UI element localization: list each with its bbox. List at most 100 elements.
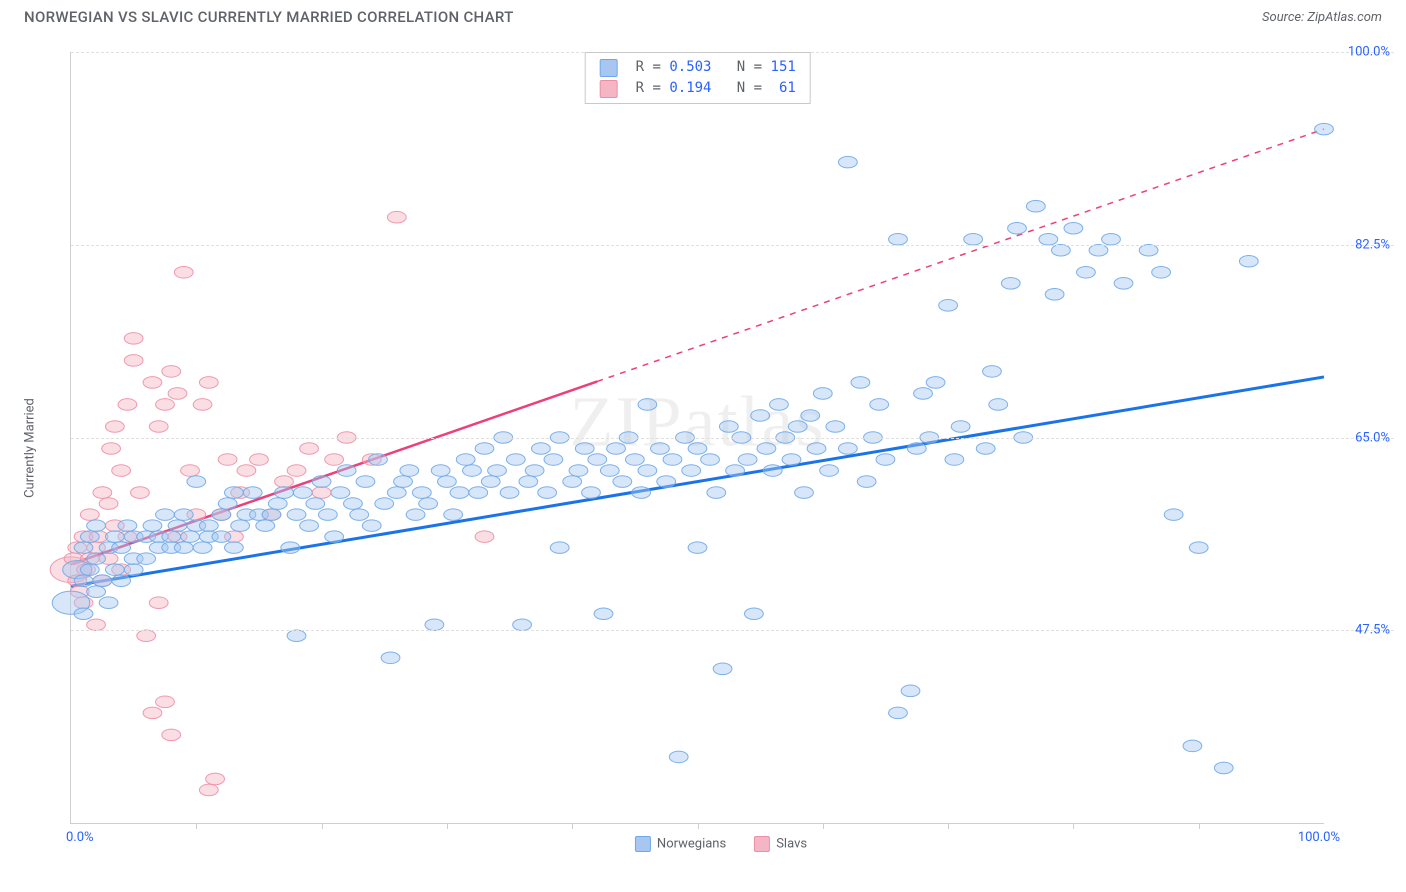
data-point	[99, 498, 118, 510]
data-point	[275, 476, 294, 488]
data-point	[876, 454, 895, 466]
data-point	[688, 443, 707, 455]
legend-label: Norwegians	[657, 836, 726, 851]
data-point	[607, 443, 626, 455]
data-point	[381, 652, 400, 664]
data-point	[162, 729, 181, 741]
data-point	[268, 498, 287, 510]
data-point	[738, 454, 757, 466]
legend-item: Norwegians	[635, 836, 726, 852]
data-point	[224, 542, 243, 554]
data-point	[951, 421, 970, 433]
y-tick-label: 47.5%	[1355, 623, 1390, 638]
data-point	[362, 520, 381, 532]
data-point	[795, 487, 814, 499]
plot-area: ZIPatlas R = 0.503 N = 151 R = 0.194 N =…	[70, 52, 1324, 824]
data-point	[174, 267, 193, 279]
data-point	[763, 465, 782, 477]
data-point	[143, 707, 162, 719]
data-point	[87, 553, 106, 565]
data-point	[112, 542, 131, 554]
data-point	[137, 553, 156, 565]
data-point	[663, 454, 682, 466]
data-point	[406, 509, 425, 521]
data-point	[826, 421, 845, 433]
data-point	[331, 487, 350, 499]
data-point	[719, 421, 738, 433]
data-point	[306, 498, 325, 510]
data-point	[1239, 255, 1258, 267]
data-point	[143, 520, 162, 532]
data-point	[87, 619, 106, 631]
data-point	[519, 476, 538, 488]
correlation-stats-box: R = 0.503 N = 151 R = 0.194 N = 61	[584, 52, 811, 104]
data-point	[369, 454, 388, 466]
data-point	[105, 531, 124, 543]
data-point	[688, 542, 707, 554]
legend-label: Slavs	[776, 836, 807, 851]
data-point	[964, 233, 983, 245]
data-point	[1139, 244, 1158, 256]
data-point	[74, 575, 93, 587]
data-point	[419, 498, 438, 510]
legend-swatch	[635, 836, 651, 852]
data-point	[287, 465, 306, 477]
data-point	[400, 465, 419, 477]
data-point	[256, 520, 275, 532]
data-point	[1026, 200, 1045, 212]
data-point	[199, 784, 218, 796]
data-point	[1045, 289, 1064, 301]
data-point	[262, 509, 281, 521]
data-point	[344, 498, 363, 510]
data-point	[118, 399, 137, 411]
data-point	[243, 487, 262, 499]
data-point	[162, 531, 181, 543]
x-tick	[823, 823, 824, 829]
data-point	[1102, 233, 1121, 245]
data-point	[575, 443, 594, 455]
data-point	[751, 410, 770, 422]
data-point	[231, 520, 250, 532]
data-point	[939, 300, 958, 312]
data-point	[1164, 509, 1183, 521]
data-point	[983, 366, 1002, 378]
series-legend: Norwegians Slavs	[635, 836, 807, 852]
data-point	[450, 487, 469, 499]
data-point	[926, 377, 945, 389]
data-point	[813, 388, 832, 400]
data-point	[889, 707, 908, 719]
data-point	[431, 465, 450, 477]
data-point	[1183, 740, 1202, 752]
data-point	[237, 465, 256, 477]
data-point	[112, 465, 131, 477]
data-point	[594, 608, 613, 620]
chart-container: Currently Married ZIPatlas R = 0.503 N =…	[48, 40, 1394, 856]
data-point	[463, 465, 482, 477]
data-point	[87, 520, 106, 532]
data-point	[669, 751, 688, 763]
data-point	[174, 542, 193, 554]
chart-title: NORWEGIAN VS SLAVIC CURRENTLY MARRIED CO…	[24, 8, 514, 26]
y-gridline	[71, 438, 1394, 439]
data-point	[375, 498, 394, 510]
data-point	[456, 454, 475, 466]
data-point	[174, 509, 193, 521]
data-point	[312, 476, 331, 488]
legend-swatch	[599, 59, 617, 77]
data-point	[1089, 244, 1108, 256]
data-point	[907, 443, 926, 455]
data-point	[744, 608, 763, 620]
data-point	[74, 542, 93, 554]
data-point	[93, 575, 112, 587]
data-point	[563, 476, 582, 488]
data-point	[989, 399, 1008, 411]
data-point	[118, 520, 137, 532]
data-point	[187, 476, 206, 488]
data-point	[300, 443, 319, 455]
data-point	[350, 509, 369, 521]
x-tick	[322, 823, 323, 829]
data-point	[93, 487, 112, 499]
data-point	[1039, 233, 1058, 245]
legend-item: Slavs	[754, 836, 807, 852]
data-point	[870, 399, 889, 411]
